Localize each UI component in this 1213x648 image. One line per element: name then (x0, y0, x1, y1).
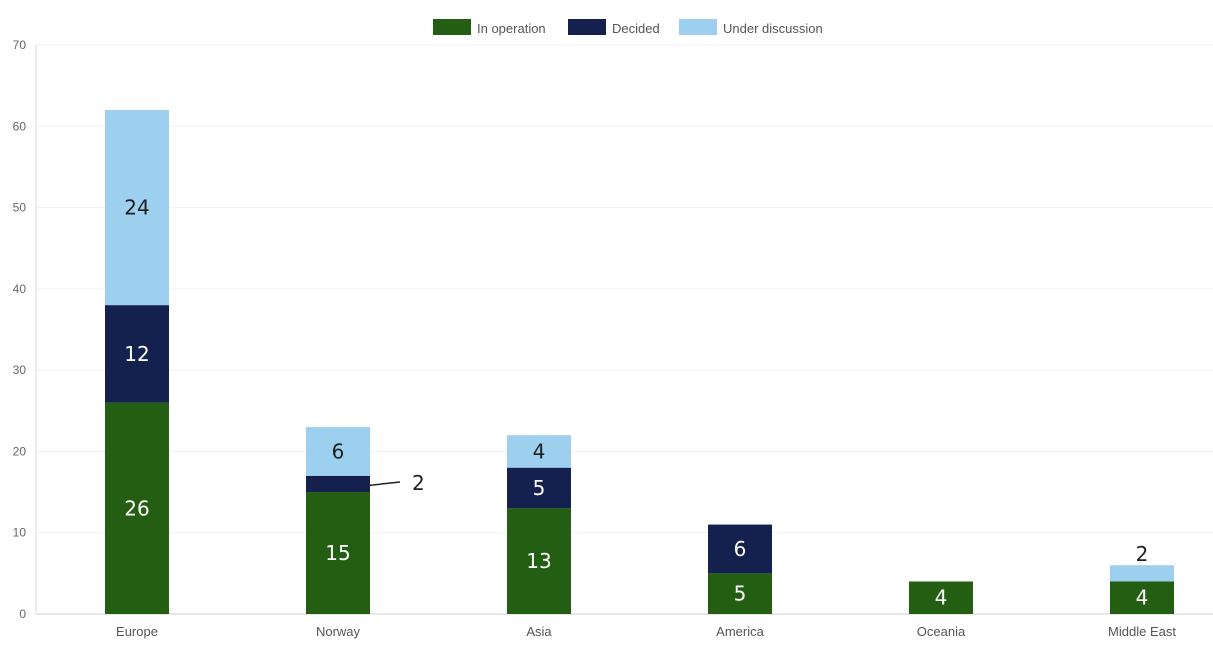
y-tick-label: 40 (13, 282, 27, 296)
y-tick-label: 20 (13, 444, 27, 458)
data-label: 4 (935, 586, 948, 610)
legend-label: In operation (477, 21, 546, 36)
data-label: 13 (526, 549, 551, 573)
x-tick-label: Oceania (917, 624, 966, 639)
data-label: 6 (734, 537, 747, 561)
x-tick-label: America (716, 624, 764, 639)
bar-segment (909, 581, 973, 614)
bar-segment (708, 524, 772, 574)
leader-line (363, 481, 401, 487)
bar-segment (1110, 581, 1174, 614)
data-label: 5 (734, 582, 747, 606)
y-axis: 0 10 20 30 40 50 60 70 (13, 38, 1213, 621)
y-tick-label: 60 (13, 119, 27, 133)
y-tick-label: 30 (13, 363, 27, 377)
bar-segment (507, 435, 571, 468)
legend-swatch (679, 19, 717, 35)
data-label: 26 (124, 496, 149, 520)
data-label: 2 (1136, 542, 1149, 566)
y-tick-label: 0 (19, 607, 26, 621)
bar-segment (306, 427, 370, 476)
data-label: 6 (332, 439, 345, 463)
data-label: 2 (412, 471, 425, 495)
data-label: 24 (124, 196, 149, 220)
y-tick-label: 10 (13, 526, 27, 540)
data-label: 12 (124, 342, 149, 366)
bar-layer (105, 110, 1174, 614)
bar-segment (105, 402, 169, 614)
legend-label: Decided (612, 21, 660, 36)
x-tick-label: Europe (116, 624, 158, 639)
bar-segment (507, 467, 571, 509)
grid-layer (36, 44, 1213, 534)
legend-label: Under discussion (723, 21, 823, 36)
data-label: 4 (533, 439, 546, 463)
legend: In operation Decided Under discussion (433, 19, 823, 36)
data-label: 4 (1136, 586, 1149, 610)
bar-segment (708, 573, 772, 614)
x-tick-label: Middle East (1108, 624, 1176, 639)
x-axis: Europe Norway Asia America Oceania Middle Eas… (116, 624, 1176, 639)
y-tick-label: 70 (13, 38, 27, 52)
bar-segment (507, 508, 571, 614)
x-tick-label: Norway (316, 624, 361, 639)
legend-swatch (433, 19, 471, 35)
legend-swatch (568, 19, 606, 35)
y-tick-label: 50 (13, 201, 27, 215)
bar-segment (306, 475, 370, 493)
bar-segment (105, 110, 169, 306)
data-label: 15 (325, 541, 350, 565)
data-label: 5 (533, 476, 546, 500)
x-tick-label: Asia (526, 624, 552, 639)
bar-segment (1110, 565, 1174, 582)
bar-segment (306, 492, 370, 614)
bar-segment (105, 305, 169, 403)
